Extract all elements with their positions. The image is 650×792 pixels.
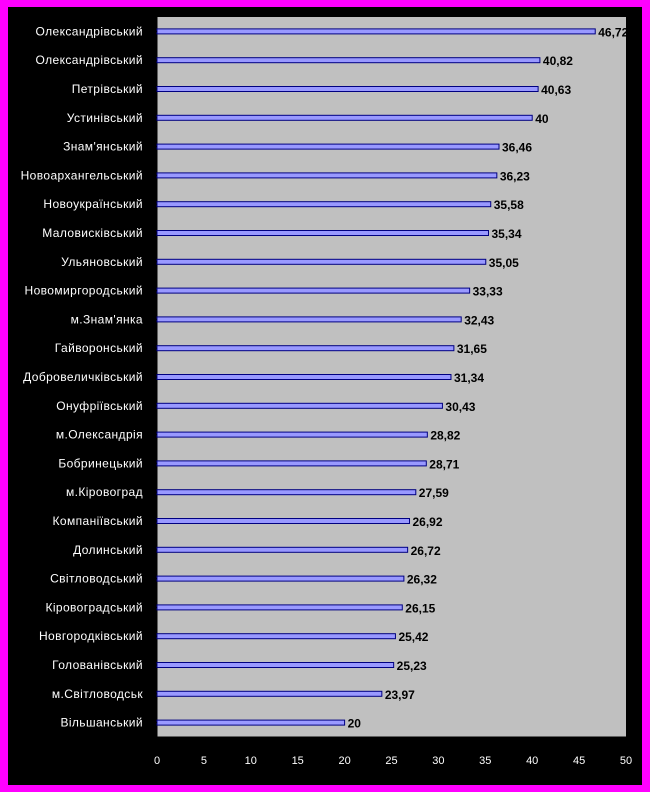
- category-label: Знам'янський: [63, 140, 143, 154]
- bar: [156, 546, 409, 553]
- data-label: 46,72: [598, 25, 628, 39]
- data-label: 20: [348, 717, 362, 731]
- x-tick-label: 15: [292, 755, 304, 767]
- bar: [156, 374, 452, 380]
- data-label: 40: [535, 112, 549, 126]
- category-label: Маловисківський: [42, 226, 143, 240]
- data-label: 25,23: [397, 659, 427, 673]
- bar: [156, 690, 383, 697]
- bar: [156, 230, 489, 236]
- data-label: 32,43: [464, 313, 494, 327]
- data-label: 23,97: [385, 688, 415, 702]
- category-label: Вільшанський: [60, 716, 143, 730]
- category-label: Світловодський: [50, 572, 143, 586]
- category-label: Онуфріївський: [56, 399, 143, 413]
- data-label: 26,15: [405, 601, 435, 615]
- x-tick-label: 45: [573, 755, 585, 767]
- category-label: Новоархангельський: [21, 168, 143, 182]
- data-label: 28,82: [430, 429, 460, 443]
- bar: [156, 114, 533, 121]
- bar: [156, 431, 428, 438]
- category-label: Добровеличківський: [23, 370, 143, 384]
- category-label: Новгородківський: [39, 629, 143, 643]
- x-tick-label: 35: [479, 755, 491, 767]
- bar: [156, 575, 405, 582]
- bar: [156, 28, 596, 35]
- bar: [156, 316, 462, 323]
- bar: [156, 460, 427, 467]
- bar: [156, 57, 541, 64]
- bar: [156, 633, 396, 640]
- category-label: Петрівський: [72, 82, 143, 96]
- data-label: 26,92: [413, 515, 443, 529]
- category-label: Олександрівський: [36, 24, 143, 38]
- data-label: 35,58: [494, 198, 524, 212]
- category-label: Новомиргородський: [25, 284, 143, 298]
- x-tick-label: 5: [201, 755, 207, 767]
- data-label: 36,46: [502, 141, 532, 155]
- bar: [156, 489, 417, 496]
- category-label: Голованівський: [52, 658, 143, 672]
- bar: [156, 345, 455, 352]
- category-label: Новоукраїнський: [43, 197, 143, 211]
- x-tick-label: 40: [526, 755, 538, 767]
- data-label: 35,34: [491, 227, 521, 241]
- category-label: м.Знам'янка: [71, 312, 143, 326]
- category-label: Бобринецький: [58, 456, 143, 470]
- data-label: 28,71: [429, 457, 459, 471]
- data-label: 25,42: [398, 630, 428, 644]
- data-label: 40,82: [543, 54, 573, 68]
- bar: [156, 518, 411, 524]
- category-label: Гайворонський: [55, 341, 143, 355]
- category-label: м.Світловодськ: [52, 687, 143, 701]
- data-label: 31,65: [457, 342, 487, 356]
- x-tick-label: 50: [620, 755, 632, 767]
- data-label: 35,05: [489, 256, 519, 270]
- bar: [156, 172, 498, 179]
- category-label: Долинський: [73, 543, 143, 557]
- data-label: 33,33: [473, 285, 503, 299]
- category-label: м.Кіровоград: [66, 485, 143, 499]
- bar: [156, 604, 403, 611]
- data-label: 40,63: [541, 83, 571, 97]
- bar: [156, 662, 395, 668]
- bar: [156, 86, 539, 92]
- data-label: 30,43: [445, 400, 475, 414]
- category-label: Ульяновський: [61, 255, 143, 269]
- data-label: 36,23: [500, 169, 530, 183]
- x-tick-label: 20: [338, 755, 350, 767]
- category-label: м.Олександрія: [56, 428, 143, 442]
- category-label: Устинівський: [67, 111, 143, 125]
- data-label: 26,32: [407, 573, 437, 587]
- data-label: 26,72: [411, 544, 441, 558]
- bar: [156, 258, 487, 265]
- bar: [156, 719, 346, 726]
- x-tick-label: 10: [245, 755, 257, 767]
- bar: [156, 402, 443, 409]
- bar: [156, 287, 471, 294]
- category-label: Кіровоградський: [45, 600, 143, 614]
- x-tick-label: 25: [385, 755, 397, 767]
- data-label: 27,59: [419, 486, 449, 500]
- x-tick-label: 0: [154, 755, 160, 767]
- bar: [156, 143, 500, 150]
- x-tick-label: 30: [432, 755, 444, 767]
- bar: [156, 201, 492, 208]
- category-label: Олександрівський: [36, 53, 143, 67]
- category-label: Компаніївський: [53, 514, 143, 528]
- data-label: 31,34: [454, 371, 484, 385]
